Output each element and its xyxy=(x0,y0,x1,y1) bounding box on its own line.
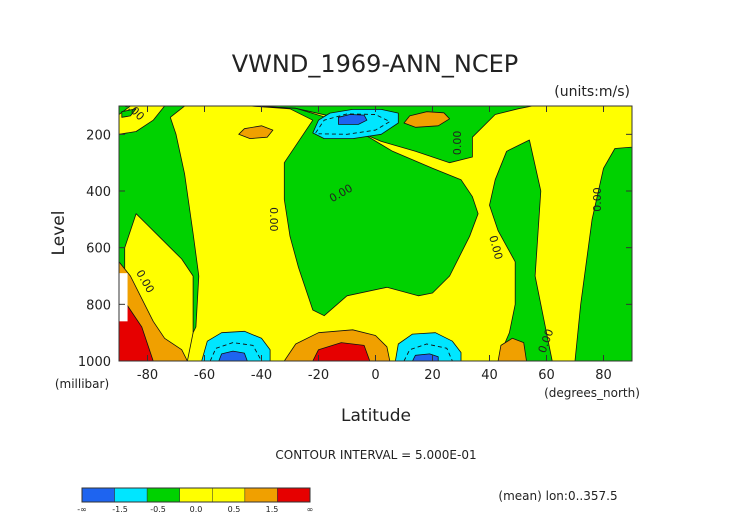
contour-interval-text: CONTOUR INTERVAL = 5.000E-01 xyxy=(275,448,476,462)
colorbar-swatch xyxy=(146,487,180,503)
x-tick-label: 80 xyxy=(595,368,612,383)
contour-region-cyan-lower-left xyxy=(201,330,271,361)
colorbar-swatch xyxy=(81,487,115,503)
contour-region-orange-upper-left xyxy=(238,125,274,140)
colorbar-label: -1.5 xyxy=(112,505,128,514)
colorbar-frame xyxy=(81,487,311,503)
chart-title: VWND_1969-ANN_NCEP xyxy=(232,50,518,78)
plot-area: 0.000.000.000.000.000.000.000.00 xyxy=(119,106,632,361)
x-tick-label: -60 xyxy=(194,368,215,383)
mean-note: (mean) lon:0..357.5 xyxy=(498,489,617,503)
colorbar-swatch xyxy=(244,487,278,503)
x-tick-label: 40 xyxy=(481,368,498,383)
contour-line-label: 0.00 xyxy=(591,187,604,212)
contour-region-green-left-island xyxy=(121,108,137,118)
colorbar-swatch xyxy=(277,487,311,503)
y-axis: 200 400 600 800 1000 xyxy=(78,128,632,370)
x-axis-label: Latitude xyxy=(341,406,411,426)
y-tick-label: 1000 xyxy=(78,355,111,370)
contour-region-green-strip-west xyxy=(249,106,479,317)
contour-region-orange-upper-mid xyxy=(403,111,451,128)
units-label: (units:m/s) xyxy=(554,84,630,100)
dashed-contour-dashed-lower-right xyxy=(403,343,453,361)
x-axis: -80 -60 -40 -20 0 20 40 60 80 xyxy=(137,106,612,383)
colorbar-label: 0.5 xyxy=(228,505,241,514)
y-tick-label: 400 xyxy=(86,185,111,200)
contour-line-label: 0.00 xyxy=(267,207,280,232)
x-tick-label: -80 xyxy=(137,368,158,383)
x-tick-label: -20 xyxy=(308,368,329,383)
colorbar-swatch xyxy=(212,487,246,503)
y-axis-unit: (millibar) xyxy=(55,377,109,391)
missing-data-gap xyxy=(119,273,128,322)
y-axis-label: Level xyxy=(49,211,69,256)
x-tick-label: 60 xyxy=(538,368,555,383)
colorbar-label: -∞ xyxy=(77,505,87,514)
contour-line-label: 0.00 xyxy=(451,131,464,156)
colorbar-label: -0.5 xyxy=(150,505,166,514)
contour-region-blue-upper xyxy=(337,114,368,125)
contour-region-blue-lower-left xyxy=(218,350,248,361)
contour-region-blue-lower-right xyxy=(412,353,439,361)
contour-line-label: 0.00 xyxy=(486,234,505,261)
contour-region-red-lower-center xyxy=(312,342,371,361)
x-tick-label: 0 xyxy=(371,368,379,383)
dashed-contour-dashed-lower-left xyxy=(209,342,262,361)
x-tick-label: 20 xyxy=(424,368,441,383)
colorbar-label: ∞ xyxy=(307,505,314,514)
y-tick-label: 200 xyxy=(86,128,111,143)
x-tick-label: -40 xyxy=(251,368,272,383)
colorbar-swatch xyxy=(114,487,148,503)
colorbar-swatch xyxy=(179,487,213,503)
x-axis-unit: (degrees_north) xyxy=(544,386,640,400)
colorbar-label: 1.5 xyxy=(266,505,279,514)
contour-region-orange-lower-right xyxy=(497,337,527,361)
contour-region-cyan-lower-right xyxy=(394,332,462,361)
colorbar: -∞ -1.5 -0.5 0.0 0.5 1.5 ∞ xyxy=(77,487,314,514)
colorbar-label: 0.0 xyxy=(190,505,203,514)
y-tick-label: 600 xyxy=(86,242,111,257)
y-tick-label: 800 xyxy=(86,298,111,313)
